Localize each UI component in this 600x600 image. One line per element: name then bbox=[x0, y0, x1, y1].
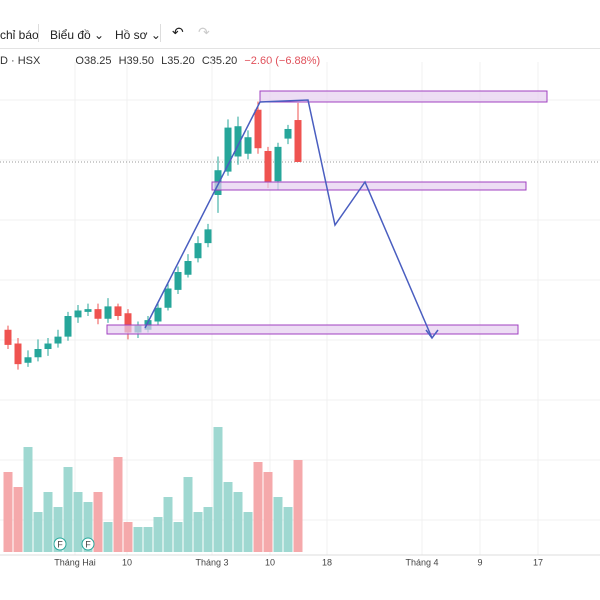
candle-body bbox=[54, 336, 62, 344]
resistance-zone[interactable] bbox=[259, 90, 548, 103]
candle-body bbox=[34, 349, 42, 358]
volume-bar bbox=[33, 512, 43, 552]
volume-bar bbox=[253, 462, 263, 552]
low: L35.20 bbox=[161, 55, 195, 67]
ohlc-header: D · HSX O38.25 H39.50 L35.20 C35.20 −2.6… bbox=[0, 55, 324, 67]
candle-body bbox=[294, 120, 302, 162]
separator bbox=[38, 24, 39, 42]
x-label: Tháng 4 bbox=[405, 557, 438, 567]
x-label: 10 bbox=[122, 557, 132, 567]
candle-body bbox=[204, 229, 212, 244]
x-label: 10 bbox=[265, 557, 275, 567]
candle-body bbox=[284, 128, 292, 139]
candle-body bbox=[44, 343, 52, 350]
chart-button[interactable]: Biểu đồ ⌄ bbox=[50, 28, 105, 42]
volume-bar bbox=[153, 517, 163, 552]
projection-path[interactable] bbox=[144, 99, 433, 339]
volume-bar bbox=[173, 522, 183, 552]
volume-bar bbox=[13, 487, 23, 552]
x-label: Tháng Hai bbox=[54, 557, 96, 567]
candle-body bbox=[14, 343, 22, 365]
volume-bar bbox=[273, 497, 283, 552]
event-marker-label: F bbox=[57, 539, 63, 549]
volume-bar bbox=[283, 507, 293, 552]
redo-button[interactable]: ↷ bbox=[198, 24, 210, 40]
volume-bar bbox=[123, 522, 133, 552]
close: C35.20 bbox=[201, 55, 238, 67]
volume-bar bbox=[293, 460, 303, 552]
candle-body bbox=[74, 310, 82, 318]
volume-bar bbox=[53, 507, 63, 552]
candle-body bbox=[114, 306, 122, 317]
candle-body bbox=[94, 309, 102, 319]
volume-bar bbox=[143, 527, 153, 552]
support-zone[interactable] bbox=[106, 324, 519, 335]
change: −2.60 (−6.88%) bbox=[244, 55, 321, 67]
candle-body bbox=[84, 309, 92, 312]
volume-bar bbox=[133, 527, 143, 552]
candle-body bbox=[124, 313, 132, 333]
chart-label: Biểu đồ bbox=[50, 28, 91, 42]
volume-bar bbox=[103, 522, 113, 552]
toolbar: chỉ báo Biểu đồ ⌄ Hồ sơ ⌄ ↶ ↷ bbox=[0, 0, 600, 49]
volume-bar bbox=[93, 492, 103, 552]
open: O38.25 bbox=[75, 55, 112, 67]
volume-bar bbox=[203, 507, 213, 552]
candle-body bbox=[234, 126, 242, 157]
candle-body bbox=[264, 150, 272, 183]
candle-body bbox=[254, 109, 262, 149]
indicators-button[interactable]: chỉ báo bbox=[0, 28, 39, 42]
candle-body bbox=[24, 357, 32, 363]
candle-body bbox=[4, 329, 12, 345]
volume bbox=[3, 427, 303, 552]
candle-body bbox=[184, 260, 192, 275]
candle-body bbox=[104, 306, 112, 319]
middle-zone[interactable] bbox=[211, 181, 527, 191]
volume-bar bbox=[183, 477, 193, 552]
volume-bar bbox=[263, 472, 273, 552]
x-label: Tháng 3 bbox=[195, 557, 228, 567]
candle-body bbox=[224, 127, 232, 172]
volume-bar bbox=[83, 502, 93, 552]
volume-bar bbox=[3, 472, 13, 552]
x-label: 9 bbox=[477, 557, 482, 567]
volume-bar bbox=[223, 482, 233, 552]
x-axis-labels: Tháng Hai 10 Tháng 3 10 18 Tháng 4 9 17 F F bbox=[53, 537, 543, 567]
volume-bar bbox=[23, 447, 33, 552]
volume-bar bbox=[163, 497, 173, 552]
event-marker-label: F bbox=[85, 539, 91, 549]
candle-body bbox=[174, 272, 182, 290]
candle-body bbox=[154, 307, 162, 322]
volume-bar bbox=[213, 427, 223, 552]
profile-label: Hồ sơ bbox=[115, 28, 148, 42]
volume-bar bbox=[43, 492, 53, 552]
x-label: 17 bbox=[533, 557, 543, 567]
profile-button[interactable]: Hồ sơ ⌄ bbox=[115, 28, 161, 42]
event-marker[interactable] bbox=[81, 537, 95, 551]
volume-bar bbox=[113, 457, 123, 552]
volume-bar bbox=[243, 512, 253, 552]
arrow-head bbox=[425, 329, 439, 340]
symbol: D · HSX bbox=[0, 55, 41, 67]
volume-bar bbox=[63, 467, 73, 552]
volume-bar bbox=[233, 492, 243, 552]
undo-button[interactable]: ↶ bbox=[172, 24, 184, 40]
candle-body bbox=[164, 288, 172, 308]
separator bbox=[160, 24, 161, 42]
x-label: 18 bbox=[322, 557, 332, 567]
volume-bar bbox=[193, 512, 203, 552]
event-marker[interactable] bbox=[53, 537, 67, 551]
candle-body bbox=[244, 137, 252, 154]
candle-body bbox=[64, 316, 72, 337]
candle-body bbox=[274, 146, 282, 182]
volume-bar bbox=[73, 492, 83, 552]
candle-body bbox=[194, 243, 202, 259]
